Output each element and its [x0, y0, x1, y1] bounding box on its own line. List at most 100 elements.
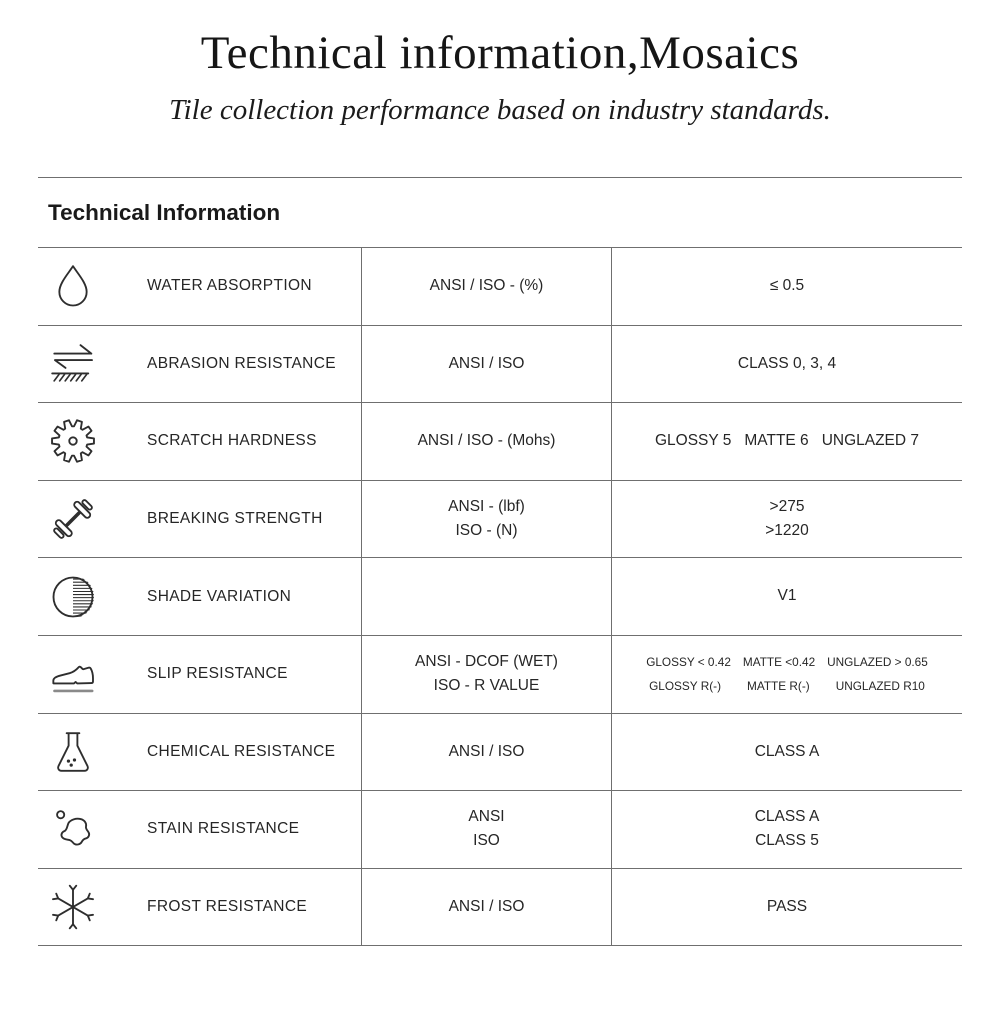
- table-row: SLIP RESISTANCE ANSI - DCOF (WET) ISO - R…: [38, 635, 962, 714]
- value-text: GLOSSY 5: [654, 432, 732, 450]
- standard-cell: ANSI / ISO: [362, 713, 612, 791]
- standard-cell: ANSI / ISO - (%): [362, 248, 612, 325]
- icon-holder: [47, 571, 99, 623]
- value-text: CLASS 0, 3, 4: [737, 354, 837, 372]
- abrasion-icon: [47, 338, 99, 390]
- value-cell: CLASS A: [612, 714, 962, 791]
- table-row: SCRATCH HARDNESS ANSI / ISO - (Mohs) GLO…: [38, 403, 962, 481]
- value-line: PASS: [767, 895, 807, 919]
- snowflake-icon: [47, 881, 99, 933]
- value-cell: PASS: [612, 869, 962, 946]
- value-line: GLOSSY 5 MATTE 6 UNGLAZED 7: [655, 429, 919, 453]
- flask-icon: [47, 726, 99, 778]
- value-cell: V1: [612, 558, 962, 635]
- standard-text: ANSI / ISO: [448, 897, 525, 915]
- property-cell: ABRASION RESISTANCE: [38, 325, 362, 403]
- value-text: UNGLAZED 7: [821, 432, 920, 450]
- icon-holder: [47, 726, 99, 778]
- property-cell: SHADE VARIATION: [38, 558, 362, 635]
- standard-cell: [362, 558, 612, 635]
- value-text: V1: [777, 587, 797, 605]
- property-label: STAIN RESISTANCE: [147, 820, 300, 838]
- table-row: BREAKING STRENGTH ANSI - (lbf) ISO - (N) …: [38, 480, 962, 559]
- page: Technical information,Mosaics Tile colle…: [0, 26, 1000, 1026]
- table-row: SHADE VARIATION V1: [38, 558, 962, 636]
- property-cell: SCRATCH HARDNESS: [38, 403, 362, 480]
- standard-text: ANSI / ISO - (%): [429, 277, 544, 295]
- value-line: CLASS 0, 3, 4: [738, 352, 836, 376]
- value-text: >1220: [765, 522, 809, 540]
- value-text: MATTE <0.42: [742, 655, 816, 670]
- value-cell: CLASS 0, 3, 4: [612, 326, 962, 403]
- value-line: GLOSSY < 0.42 MATTE <0.42 UNGLAZED > 0.65: [646, 650, 928, 674]
- value-line: CLASS A: [755, 740, 820, 764]
- value-cell: CLASS A CLASS 5: [612, 791, 962, 868]
- shade-circle-icon: [47, 571, 99, 623]
- standard-text: ANSI - DCOF (WET): [415, 652, 558, 670]
- property-label: WATER ABSORPTION: [147, 277, 312, 295]
- table-row: CHEMICAL RESISTANCE ANSI / ISO CLASS A: [38, 713, 962, 792]
- standard-cell: ANSI - (lbf) ISO - (N): [362, 480, 612, 558]
- standard-text: ISO - (N): [455, 522, 518, 540]
- standard-cell: ANSI / ISO: [362, 325, 612, 403]
- droplet-icon: [47, 260, 99, 312]
- standard-cell: ANSI / ISO - (Mohs): [362, 403, 612, 480]
- shoe-icon: [47, 648, 99, 700]
- value-text: UNGLAZED R10: [835, 679, 925, 694]
- value-text: GLOSSY < 0.42: [646, 655, 731, 670]
- property-cell: BREAKING STRENGTH: [38, 480, 362, 558]
- property-cell: CHEMICAL RESISTANCE: [38, 713, 362, 791]
- stain-icon: [47, 803, 99, 855]
- icon-holder: [47, 648, 99, 700]
- value-line: GLOSSY R(-) MATTE R(-) UNGLAZED R10: [649, 674, 925, 698]
- page-title: Technical information,Mosaics: [200, 27, 800, 79]
- property-cell: SLIP RESISTANCE: [38, 635, 362, 713]
- icon-holder: [47, 493, 99, 545]
- property-label: ABRASION RESISTANCE: [147, 354, 336, 372]
- icon-holder: [47, 338, 99, 390]
- property-cell: STAIN RESISTANCE: [38, 791, 362, 868]
- standard-text: ANSI - (lbf): [448, 497, 525, 515]
- value-line: V1: [778, 584, 797, 608]
- standard-text: ANSI / ISO: [448, 354, 525, 372]
- value-cell: GLOSSY 5 MATTE 6 UNGLAZED 7: [612, 403, 962, 480]
- property-cell: FROST RESISTANCE: [38, 868, 362, 946]
- property-label: CHEMICAL RESISTANCE: [147, 742, 336, 760]
- icon-holder: [47, 803, 99, 855]
- value-text: CLASS A: [754, 742, 820, 760]
- table-row: ABRASION RESISTANCE ANSI / ISO CLASS 0, …: [38, 325, 962, 404]
- value-line: ≤ 0.5: [770, 274, 804, 298]
- dumbbell-icon: [47, 493, 99, 545]
- value-cell: GLOSSY < 0.42 MATTE <0.42 UNGLAZED > 0.65 G…: [612, 636, 962, 713]
- value-text: ≤ 0.5: [769, 277, 805, 295]
- property-label: SCRATCH HARDNESS: [147, 432, 317, 450]
- value-text: MATTE 6: [744, 432, 809, 450]
- standard-text: ANSI / ISO: [448, 742, 525, 760]
- icon-holder: [47, 415, 99, 467]
- value-line: CLASS A: [755, 805, 820, 829]
- standard-text: ISO: [473, 832, 500, 850]
- table-row: FROST RESISTANCE ANSI / ISO PASS: [38, 868, 962, 947]
- spec-table-body: WATER ABSORPTION ANSI / ISO - (%) ≤ 0.5 …: [38, 248, 962, 947]
- value-text: PASS: [766, 897, 808, 915]
- value-cell: ≤ 0.5: [612, 248, 962, 325]
- property-label: SLIP RESISTANCE: [147, 665, 288, 683]
- standard-text: ISO - R VALUE: [433, 677, 540, 695]
- value-line: >1220: [765, 519, 809, 543]
- value-text: MATTE R(-): [747, 679, 810, 694]
- property-label: FROST RESISTANCE: [147, 898, 308, 916]
- property-cell: WATER ABSORPTION: [38, 248, 362, 325]
- standard-text: ANSI: [468, 807, 505, 825]
- value-line: >275: [770, 495, 805, 519]
- section-title: Technical Information: [48, 200, 281, 225]
- value-line: CLASS 5: [755, 829, 819, 853]
- value-text: UNGLAZED > 0.65: [827, 655, 928, 670]
- header-divider: [38, 177, 962, 178]
- property-label: SHADE VARIATION: [147, 587, 292, 605]
- value-text: >275: [769, 497, 805, 515]
- page-subtitle: Tile collection performance based on ind…: [169, 94, 831, 126]
- standard-text: ANSI / ISO - (Mohs): [417, 432, 556, 450]
- standard-cell: ANSI - DCOF (WET) ISO - R VALUE: [362, 635, 612, 713]
- value-text: CLASS A: [754, 807, 820, 825]
- gear-icon: [47, 415, 99, 467]
